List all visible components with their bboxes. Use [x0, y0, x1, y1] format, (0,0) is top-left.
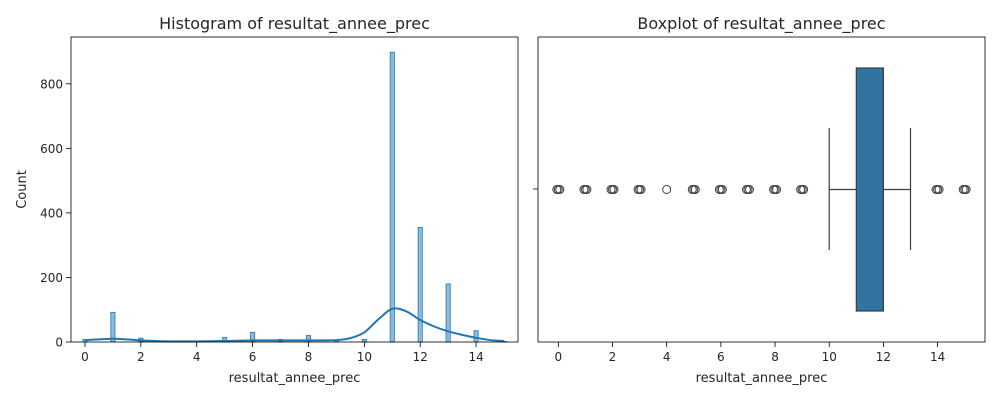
histogram-y-ticks: 0 200 400 600 800	[40, 77, 71, 350]
boxplot-elements	[552, 67, 971, 312]
histogram-bar	[110, 311, 116, 343]
x-tick-label: 14	[930, 350, 945, 364]
outlier-point	[799, 185, 809, 194]
outlier-point	[961, 185, 971, 194]
x-tick-label: 2	[609, 350, 617, 364]
boxplot-x-label: resultat_annee_prec	[696, 371, 828, 386]
y-tick-label: 400	[40, 206, 63, 220]
histogram-bar	[389, 51, 395, 343]
x-tick-label: 6	[249, 350, 257, 364]
x-tick-label: 10	[822, 350, 837, 364]
histogram-x-label: resultat_annee_prec	[229, 371, 361, 386]
outlier-point	[934, 185, 944, 194]
x-tick-label: 4	[663, 350, 671, 364]
y-tick-label: 800	[40, 77, 63, 91]
x-tick-label: 8	[771, 350, 779, 364]
outlier-point	[555, 185, 565, 194]
x-tick-label: 4	[193, 350, 201, 364]
outlier-point	[636, 185, 646, 194]
histogram-axes-frame	[70, 36, 519, 343]
outlier-point	[690, 185, 700, 194]
histogram-panel: Histogram of resultat_annee_prec 0 2 4 6 8 10…	[15, 14, 519, 386]
x-tick-label: 14	[468, 350, 483, 364]
kde-curve	[84, 307, 505, 343]
x-tick-label: 8	[305, 350, 313, 364]
x-tick-label: 12	[876, 350, 891, 364]
outlier-point	[744, 185, 754, 194]
histogram-bar	[473, 330, 479, 343]
x-tick-label: 0	[81, 350, 89, 364]
histogram-bars	[82, 51, 507, 343]
x-tick-label: 0	[554, 350, 562, 364]
x-tick-label: 6	[717, 350, 725, 364]
x-tick-label: 12	[413, 350, 428, 364]
outlier-point	[582, 185, 592, 194]
outlier-point	[717, 185, 727, 194]
y-tick-label: 0	[55, 336, 63, 350]
y-tick-label: 600	[40, 142, 63, 156]
boxplot-panel: Boxplot of resultat_annee_prec 0 2 4 6 8 10 12…	[533, 14, 986, 386]
x-tick-label: 10	[357, 350, 372, 364]
histogram-y-label: Count	[15, 170, 30, 209]
iqr-box	[855, 67, 885, 312]
histogram-bar	[417, 227, 423, 343]
x-tick-label: 2	[137, 350, 145, 364]
y-tick-label: 200	[40, 271, 63, 285]
outlier-point	[772, 185, 782, 194]
outlier-point	[609, 185, 619, 194]
boxplot-title: Boxplot of resultat_annee_prec	[637, 14, 885, 34]
histogram-x-ticks: 0 2 4 6 8 10 12 14	[81, 342, 484, 364]
histogram-title: Histogram of resultat_annee_prec	[159, 14, 430, 34]
histogram-bar	[445, 283, 451, 343]
boxplot-axes-frame	[537, 36, 986, 343]
boxplot-x-ticks: 0 2 4 6 8 10 12 14	[554, 342, 945, 364]
outlier-point	[662, 185, 672, 194]
